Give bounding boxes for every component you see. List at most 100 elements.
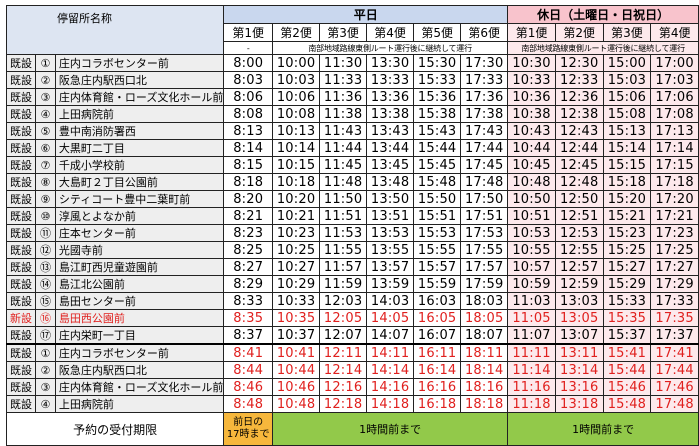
stop-name: シティコート豊中二葉町前 — [54, 190, 225, 208]
holiday-time: 12:33 — [554, 71, 604, 89]
weekday-time: 11:44 — [319, 139, 368, 157]
weekday-time: 13:45 — [366, 156, 415, 174]
weekday-time: 13:59 — [366, 275, 415, 293]
weekday-time: 15:59 — [413, 275, 462, 293]
weekday-time: 17:55 — [460, 241, 509, 259]
weekday-time: 10:23 — [272, 224, 321, 242]
weekday-trip-header: 第5便 — [413, 23, 462, 42]
weekday-time: 18:16 — [460, 378, 509, 396]
holiday-time: 15:29 — [602, 275, 652, 293]
weekday-time: 10:00 — [272, 54, 321, 72]
weekday-time: 12:18 — [319, 395, 368, 413]
weekday-time: 14:11 — [366, 343, 415, 362]
weekday-time: 17:57 — [460, 258, 509, 276]
timetable-row: 既設 ③ 庄内体育館・ローズ文化ホール前 8:06 10:06 11:36 13:36 15:… — [5, 88, 699, 106]
weekday-time: 11:55 — [319, 241, 368, 259]
weekday-time: 8:14 — [223, 139, 274, 157]
weekday-trip-header: 第2便 — [272, 23, 321, 42]
weekday-time: 18:18 — [460, 395, 509, 413]
weekday-time: 14:07 — [366, 326, 415, 345]
holiday-time: 11:05 — [507, 309, 556, 327]
weekday-time: 15:33 — [413, 71, 462, 89]
weekday-time: 10:18 — [272, 173, 321, 191]
weekday-header: 平日 — [223, 5, 509, 24]
stop-status: 既設 — [5, 292, 37, 310]
weekday-time: 8:08 — [223, 105, 274, 123]
weekday-time: 8:20 — [223, 190, 274, 208]
weekday-time: 11:57 — [319, 258, 368, 276]
weekday-time: 13:44 — [366, 139, 415, 157]
weekday-time: 14:14 — [366, 361, 415, 379]
weekday-time: 18:07 — [460, 326, 509, 345]
stop-number: ⑤ — [35, 122, 56, 140]
holiday-time: 17:18 — [650, 173, 699, 191]
stop-name: 千成小学校前 — [54, 156, 225, 174]
weekday-time: 17:53 — [460, 224, 509, 242]
holiday-time: 15:03 — [602, 71, 652, 89]
weekday-time: 10:21 — [272, 207, 321, 225]
weekday-trip-header: 第1便 — [223, 23, 274, 42]
weekday-time: 8:35 — [223, 309, 274, 327]
timetable-row: 既設 ⑤ 豊中南消防署西 8:13 10:13 11:43 13:43 15:43 17:43 1… — [5, 122, 699, 140]
weekday-time: 8:00 — [223, 54, 274, 72]
timetable-row: 既設 ⑨ シティコート豊中二葉町前 8:20 10:20 11:50 13:50 15:50 1… — [5, 190, 699, 208]
holiday-time: 13:18 — [554, 395, 604, 413]
weekday-time: 13:48 — [366, 173, 415, 191]
weekday-time: 15:55 — [413, 241, 462, 259]
weekday-time: 11:43 — [319, 122, 368, 140]
weekday-trip-header: 第4便 — [366, 23, 415, 42]
holiday-time: 12:44 — [554, 139, 604, 157]
holiday-trip-header: 第2便 — [554, 23, 604, 42]
weekday-time: 15:44 — [413, 139, 462, 157]
weekday-time: 10:06 — [272, 88, 321, 106]
weekday-time: 18:05 — [460, 309, 509, 327]
stop-name: 庄内体育館・ローズ文化ホール前 — [54, 378, 225, 396]
holiday-time: 11:18 — [507, 395, 556, 413]
holiday-time: 12:30 — [554, 54, 604, 72]
stop-number: ⑰ — [35, 326, 56, 345]
weekday-time: 16:16 — [413, 378, 462, 396]
deadline-line-1: 前日の — [233, 417, 264, 428]
weekday-time: 8:29 — [223, 275, 274, 293]
holiday-time: 15:25 — [602, 241, 652, 259]
holiday-time: 10:36 — [507, 88, 556, 106]
holiday-time: 12:43 — [554, 122, 604, 140]
stop-status: 既設 — [5, 105, 37, 123]
holiday-time: 17:48 — [650, 395, 699, 413]
holiday-time: 17:33 — [650, 292, 699, 310]
holiday-time: 10:43 — [507, 122, 556, 140]
stop-status: 既設 — [5, 190, 37, 208]
weekday-time: 12:14 — [319, 361, 368, 379]
holiday-time: 17:23 — [650, 224, 699, 242]
weekday-time: 17:50 — [460, 190, 509, 208]
holiday-time: 17:27 — [650, 258, 699, 276]
weekday-time: 13:30 — [366, 54, 415, 72]
weekday-time: 14:03 — [366, 292, 415, 310]
holiday-trip-header: 第3便 — [602, 23, 652, 42]
stop-status: 既設 — [5, 361, 37, 379]
stop-number: ⑩ — [35, 207, 56, 225]
weekday-time: 13:36 — [366, 88, 415, 106]
holiday-time: 12:55 — [554, 241, 604, 259]
weekday-time: 15:36 — [413, 88, 462, 106]
holiday-time: 15:13 — [602, 122, 652, 140]
holiday-header: 休日（土曜日・日祝日） — [507, 5, 699, 24]
weekday-time: 10:29 — [272, 275, 321, 293]
weekday-time: 8:48 — [223, 395, 274, 413]
stop-number: ② — [35, 71, 56, 89]
weekday-time: 11:45 — [319, 156, 368, 174]
holiday-time: 15:33 — [602, 292, 652, 310]
stop-status: 既設 — [5, 122, 37, 140]
holiday-time: 17:08 — [650, 105, 699, 123]
holiday-time: 17:41 — [650, 343, 699, 362]
weekday-time: 17:51 — [460, 207, 509, 225]
holiday-time: 15:44 — [602, 361, 652, 379]
stop-number: ⑯ — [35, 309, 56, 327]
stop-status: 既設 — [5, 378, 37, 396]
holiday-time: 15:06 — [602, 88, 652, 106]
holiday-time: 15:18 — [602, 173, 652, 191]
weekday-time: 17:45 — [460, 156, 509, 174]
holiday-time: 15:48 — [602, 395, 652, 413]
weekday-time: 8:41 — [223, 343, 274, 362]
holiday-time: 10:53 — [507, 224, 556, 242]
